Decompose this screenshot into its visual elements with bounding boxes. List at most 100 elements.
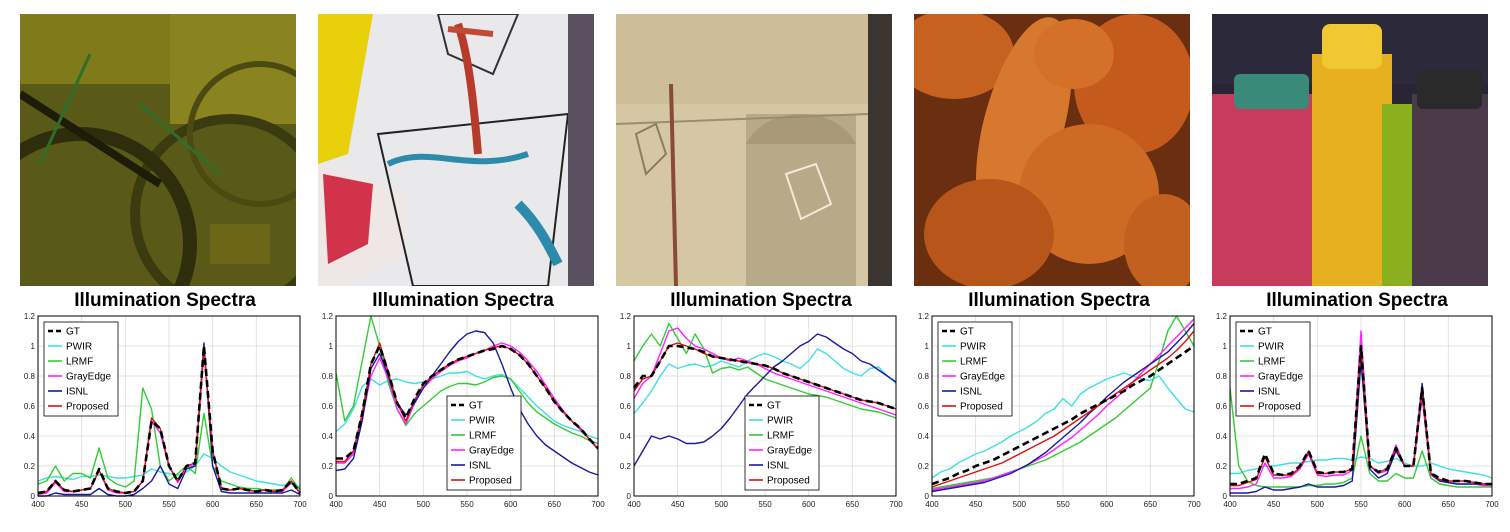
legend-label: LRMF [767,431,794,442]
y-tick-label: 0.8 [620,372,632,381]
x-tick-label: 550 [758,500,772,509]
y-tick-label: 0.2 [918,462,930,471]
drawing-image [318,14,594,286]
chart-5: 400 450 500 550 600 650 700 0 0.2 0.4 0.6 0.8 1 1.2 GT… [1212,312,1502,532]
x-tick-label: 500 [417,500,431,509]
x-tick-label: 650 [846,500,860,509]
y-tick-label: 0 [1223,492,1228,501]
legend-label: GT [469,401,483,412]
y-tick-label: 0.6 [1216,402,1228,411]
x-tick-label: 550 [162,500,176,509]
x-tick-label: 500 [1311,500,1325,509]
x-tick-label: 600 [206,500,220,509]
chart-plot: 400 450 500 550 600 650 700 0 0.2 0.4 0.6 0.8 1 1.2 GT… [24,312,307,509]
x-tick-label: 400 [31,500,45,509]
legend-label: ISNL [469,461,492,472]
legend-label: ISNL [66,387,89,398]
legend-label: LRMF [469,431,496,442]
legend-label: GrayEdge [66,372,111,383]
chart-title: Illumination Spectra [968,290,1150,311]
plot-frame [1229,315,1493,497]
x-tick-label: 400 [925,500,939,509]
y-tick-label: 0 [31,492,36,501]
series-line-grayedge [336,342,599,464]
series-line-pwir [1230,456,1493,479]
y-tick-label: 1.2 [620,312,632,321]
y-tick-label: 0 [925,492,930,501]
x-tick-label: 650 [548,500,562,509]
chart-4: 400 450 500 550 600 650 700 0 0.2 0.4 0.6 0.8 1 1.2 GT… [914,312,1204,532]
y-tick-label: 1 [925,342,930,351]
series-line-pwir [633,348,897,414]
series-line-gt [632,344,897,411]
panel-3: Illumination Spectra 400 450 500 550 600 650 7… [616,0,906,532]
chart-3: 400 450 500 550 600 650 700 0 0.2 0.4 0.6 0.8 1 1.2 GT… [616,312,906,532]
chart-1: 400 450 500 550 600 650 700 0 0.2 0.4 0.6 0.8 1 1.2 GT… [20,312,310,532]
plot-frame [335,315,599,497]
y-tick-label: 0.2 [1216,462,1228,471]
x-tick-label: 500 [1013,500,1027,509]
x-tick-label: 550 [1354,500,1368,509]
x-tick-label: 450 [373,500,387,509]
series-line-pwir [37,453,301,488]
x-tick-label: 500 [119,500,133,509]
x-tick-label: 600 [1398,500,1412,509]
plot-frame [37,315,301,497]
y-tick-label: 0.8 [918,372,930,381]
legend-label: Proposed [469,476,512,487]
legend-label: Proposed [960,402,1003,413]
x-tick-label: 600 [504,500,518,509]
y-tick-label: 0.6 [918,402,930,411]
y-tick-label: 1 [31,342,36,351]
series-line-gt [37,344,302,495]
legend-label: GT [1258,327,1272,338]
y-tick-label: 0 [627,492,632,501]
legend-box [446,395,522,491]
x-tick-label: 450 [969,500,983,509]
legend-label: GrayEdge [1258,372,1303,383]
legend-label: GT [960,327,974,338]
legend-label: GrayEdge [767,446,812,457]
wall-image [616,14,892,286]
legend-label: PWIR [960,342,986,353]
y-tick-label: 1.2 [1216,312,1228,321]
y-tick-label: 0.2 [322,462,334,471]
series-line-gt [931,344,1195,486]
y-tick-label: 1 [627,342,632,351]
legend-label: LRMF [960,357,987,368]
y-tick-label: 1 [1223,342,1228,351]
x-tick-label: 650 [250,500,264,509]
y-tick-label: 0.2 [24,462,36,471]
series-line-lrmf [37,387,301,491]
legend: GT PWIR LRMF GrayEdge ISNL Proposed [937,321,1013,417]
legend-label: ISNL [767,461,790,472]
x-tick-label: 450 [75,500,89,509]
legend-label: PWIR [1258,342,1284,353]
x-tick-label: 400 [1223,500,1237,509]
y-tick-label: 0.6 [322,402,334,411]
x-tick-label: 550 [460,500,474,509]
y-tick-label: 0 [329,492,334,501]
chart-2: 400 450 500 550 600 650 700 0 0.2 0.4 0.6 0.8 1 1.2 GT… [318,312,608,532]
panel-2: Illumination Spectra 400 450 500 550 600 650 7… [318,0,608,532]
legend-box [1235,321,1311,417]
y-tick-label: 0.4 [918,432,930,441]
chart-plot: 400 450 500 550 600 650 700 0 0.2 0.4 0.6 0.8 1 1.2 GT… [918,312,1201,509]
y-tick-label: 1.2 [24,312,36,321]
y-tick-label: 0.2 [620,462,632,471]
legend-label: GT [767,401,781,412]
legend: GT PWIR LRMF GrayEdge ISNL Proposed [744,395,820,491]
x-tick-label: 600 [1100,500,1114,509]
y-tick-label: 0.4 [620,432,632,441]
photo-wall [616,14,892,286]
x-tick-label: 700 [591,500,605,509]
panel-1: Illumination Spectra 400 450 500 550 600 650 7… [20,0,310,532]
legend-label: PWIR [66,342,92,353]
x-tick-label: 700 [293,500,307,509]
legend-label: LRMF [66,357,93,368]
y-tick-label: 0.6 [24,402,36,411]
x-tick-label: 650 [1144,500,1158,509]
sweet-potatoes-image [914,14,1190,286]
y-tick-label: 1.2 [322,312,334,321]
x-tick-label: 600 [802,500,816,509]
